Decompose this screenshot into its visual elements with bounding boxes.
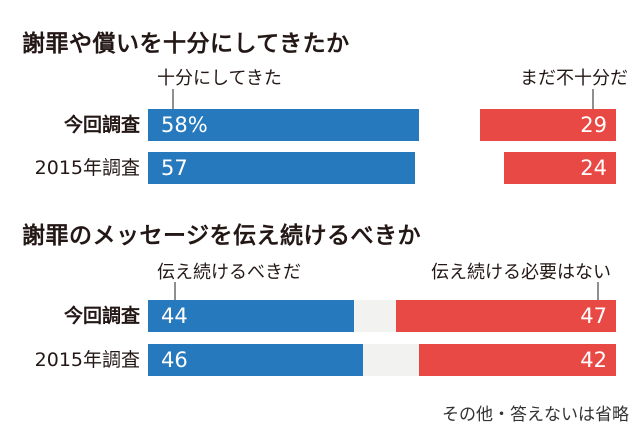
red-bar: 47	[396, 300, 616, 332]
bar-track-with-remainder: 46 42	[148, 344, 616, 376]
chart2-red-series-label: 伝え続ける必要はない	[431, 262, 611, 283]
bar-value-label: 58%	[161, 113, 208, 137]
chart2-blue-connector-line	[174, 282, 176, 300]
red-bar: 24	[503, 152, 616, 184]
chart1-title: 謝罪や償いを十分にしてきたか	[22, 31, 350, 57]
bar-track-with-remainder: 44 47	[148, 300, 616, 332]
bar-value-label: 24	[580, 156, 607, 180]
chart2-blue-series-label: 伝え続けるべきだ	[157, 262, 301, 283]
red-bar: 29	[480, 109, 616, 141]
blue-bar: 57	[148, 152, 415, 184]
blue-bar: 44	[148, 300, 354, 332]
row-category-label: 2015年調査	[34, 349, 140, 371]
row-category-label: 今回調査	[63, 114, 140, 136]
chart2-red-connector-line	[597, 282, 599, 300]
red-bar: 42	[419, 344, 616, 376]
bar-value-label: 57	[161, 156, 188, 180]
bar-value-label: 44	[161, 304, 188, 328]
bar-value-label: 46	[161, 348, 188, 372]
bar-track: 57 24	[148, 152, 616, 184]
bar-value-label: 29	[580, 113, 607, 137]
bar-value-label: 42	[580, 348, 607, 372]
footer-note: その他・答えないは省略	[442, 405, 629, 425]
row-category-label: 今回調査	[63, 305, 140, 327]
chart1-row-2015-survey: 2015年調査 57 24	[0, 152, 640, 184]
chart2-title: 謝罪のメッセージを伝え続けるべきか	[22, 223, 422, 249]
chart2-row-2015-survey: 2015年調査 46 42	[0, 344, 640, 376]
blue-bar: 46	[148, 344, 364, 376]
row-category-label: 2015年調査	[34, 157, 140, 179]
bar-value-label: 47	[580, 304, 607, 328]
chart1-row-current-survey: 今回調査 58% 29	[0, 109, 640, 141]
chart1-blue-connector-line	[172, 89, 174, 109]
chart2-row-current-survey: 今回調査 44 47	[0, 300, 640, 332]
bar-track: 58% 29	[148, 109, 616, 141]
chart1-red-connector-line	[592, 89, 594, 109]
chart1-blue-series-label: 十分にしてきた	[157, 68, 282, 89]
blue-bar: 58%	[148, 109, 420, 141]
chart1-red-series-label: まだ不十分だ	[520, 68, 628, 89]
